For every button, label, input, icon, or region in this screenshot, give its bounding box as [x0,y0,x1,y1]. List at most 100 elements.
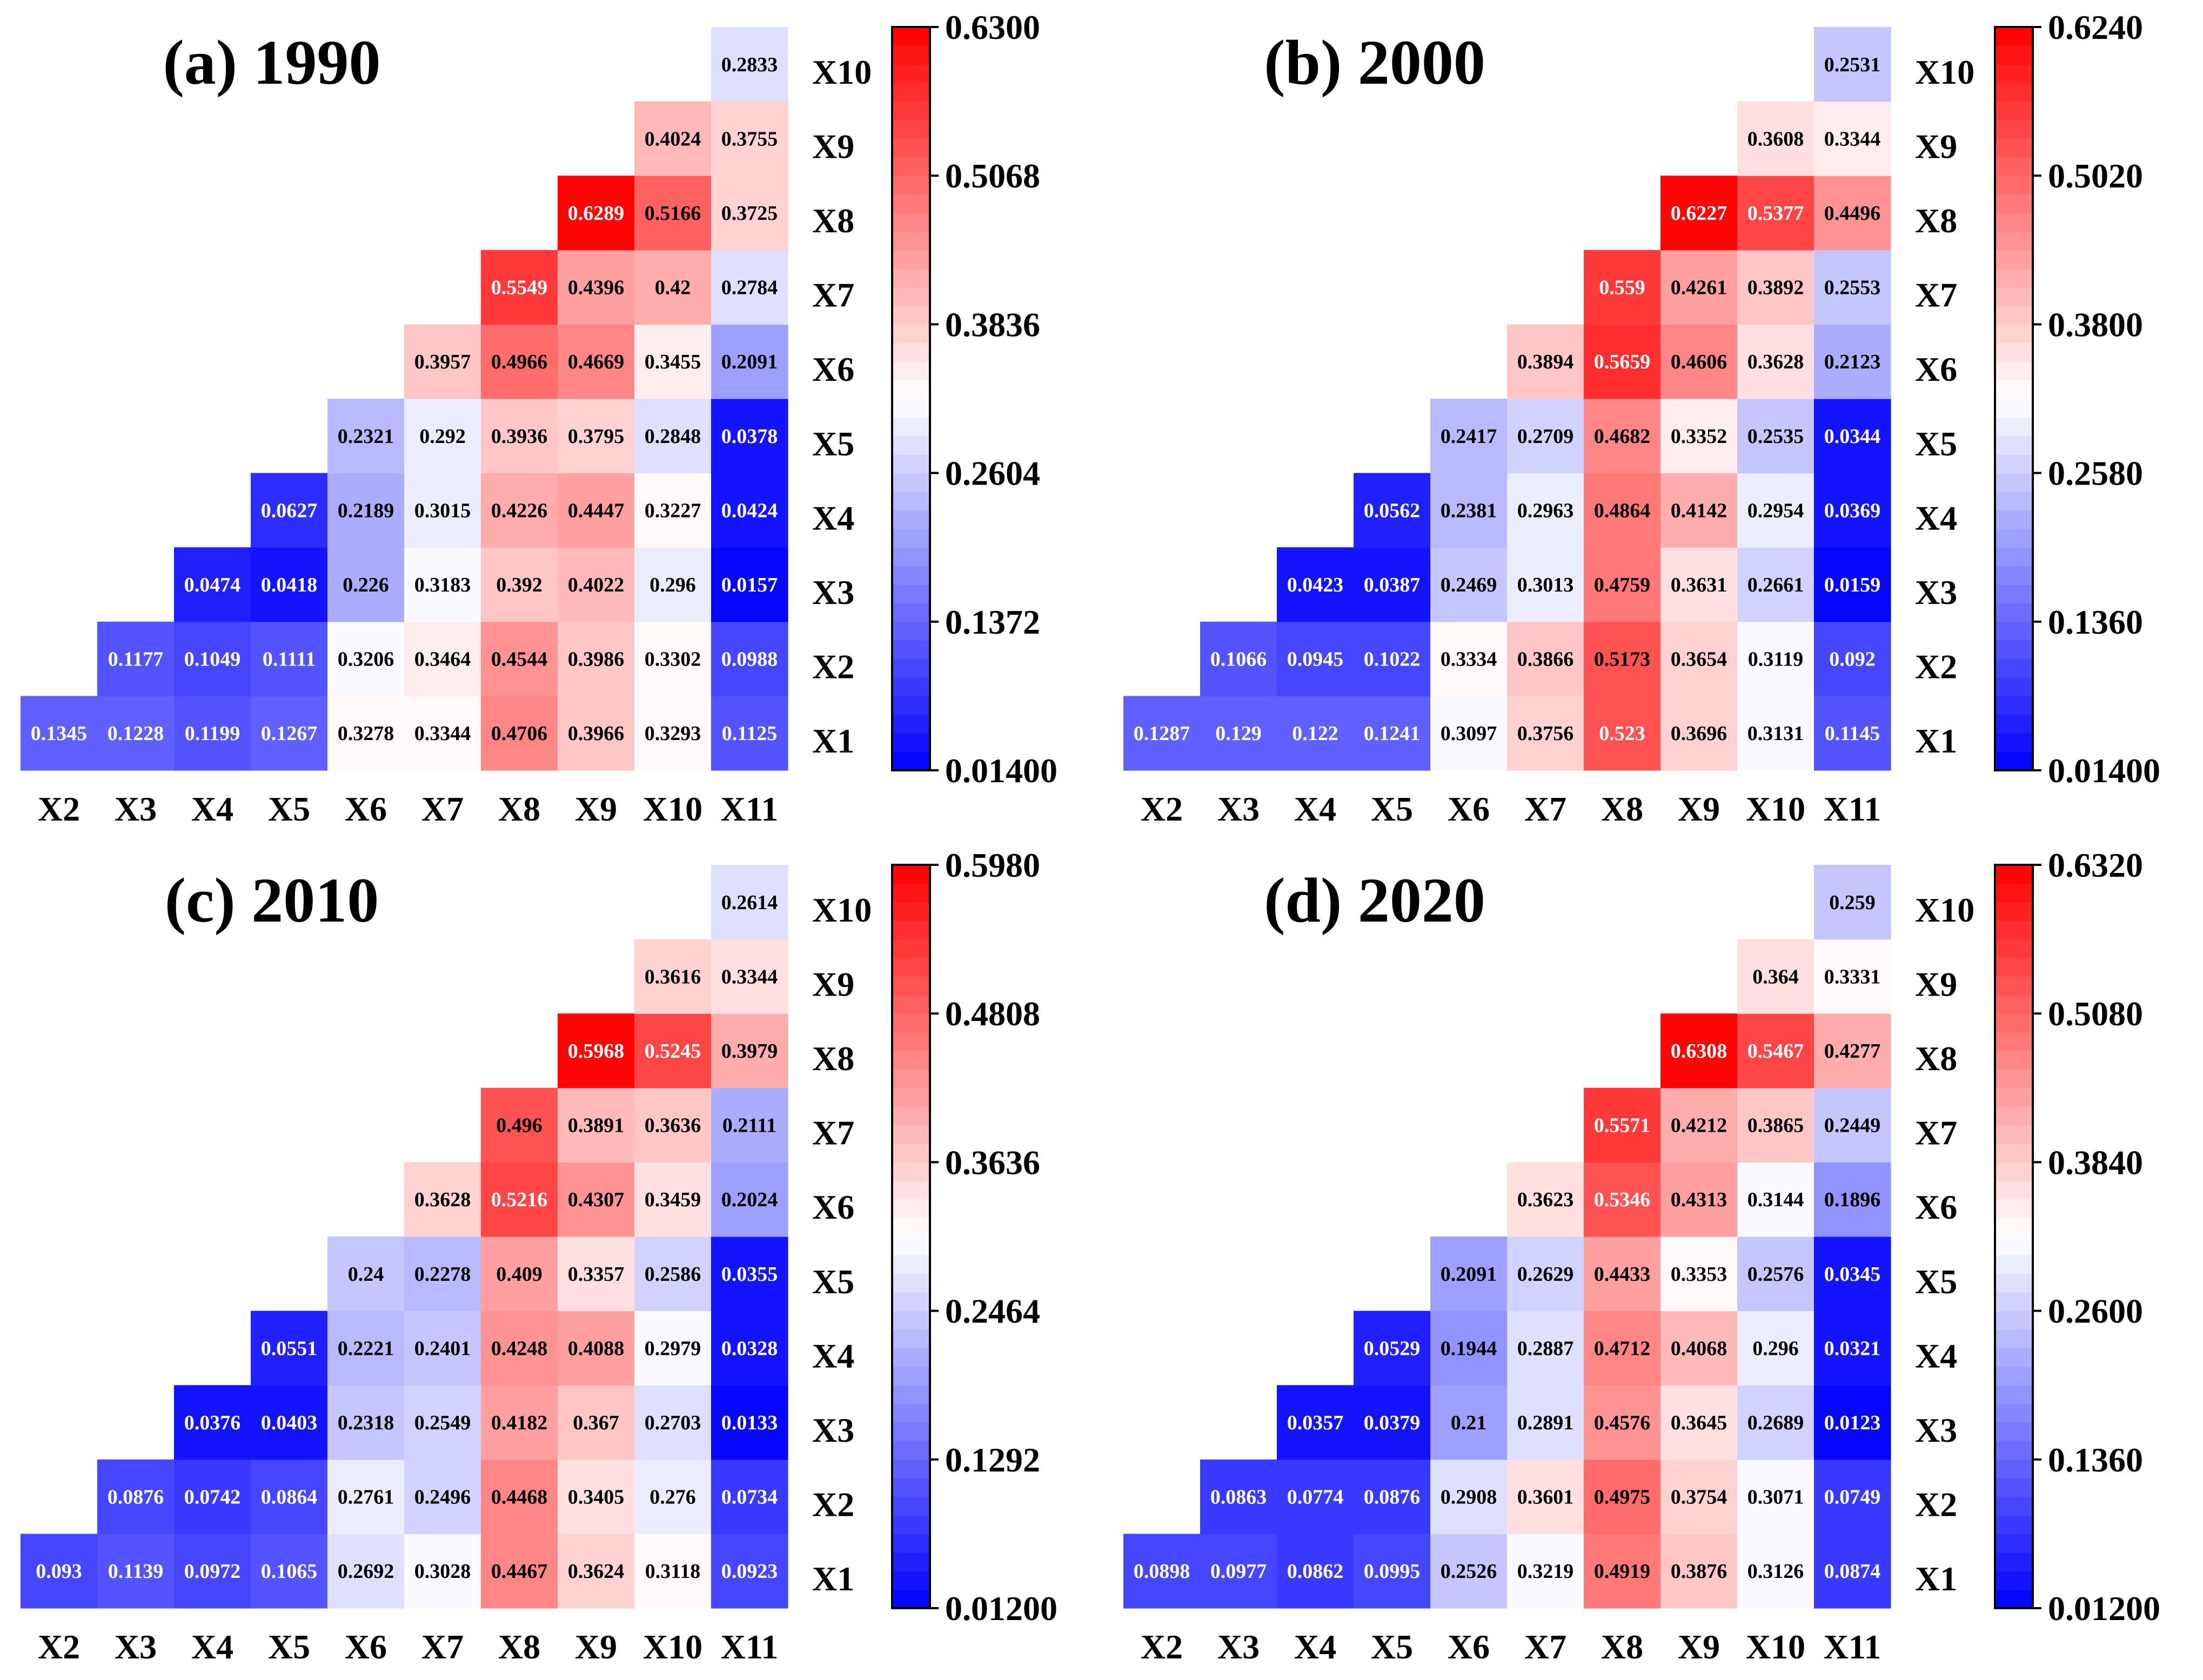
heatmap-cell [1737,473,1814,548]
cell-value-label: 0.2709 [1517,425,1574,448]
heatmap-cell [251,696,328,771]
cell-value-label: 0.1896 [1824,1188,1881,1211]
column-label: X7 [1524,790,1566,828]
heatmap-cell [174,1385,251,1460]
heatmap-cell [1277,547,1354,622]
heatmap-cell [1354,1311,1431,1386]
colorbar-segment [1995,677,2033,696]
colorbar-segment [1995,138,2033,158]
row-label: X5 [1915,1262,1957,1301]
heatmap-cell [558,1162,635,1237]
colorbar-segment [1995,1032,2033,1051]
cell-value-label: 0.2535 [1747,425,1804,448]
heatmap-cell [251,1534,328,1609]
heatmap-cell [1123,1534,1201,1609]
heatmap-cell [634,101,712,176]
heatmap-cell [1814,473,1891,548]
colorbar-segment [892,1013,930,1033]
colorbar-segment [1995,1162,2033,1181]
heatmap-cell [21,696,98,771]
cell-value-label: 0.3616 [645,965,701,988]
cell-value-label: 0.1139 [108,1560,163,1583]
cell-value-label: 0.0159 [1824,574,1881,596]
colorbar-segment [892,1496,930,1516]
cell-value-label: 0.0863 [1210,1486,1267,1509]
cell-value-label: 0.3623 [1517,1188,1574,1211]
colorbar-segment [892,640,930,660]
heatmap-cell [1660,1311,1738,1386]
colorbar-segment [1995,696,2033,715]
heatmap-cell [1814,621,1891,696]
heatmap-cell [1814,1459,1891,1534]
colorbar-segment [1995,194,2033,213]
cell-value-label: 0.0379 [1364,1412,1421,1434]
row-label: X3 [812,1411,854,1449]
column-label: X11 [721,790,779,828]
colorbar-segment [892,435,930,455]
colorbar-segment [1995,380,2033,399]
heatmap-cell [327,1385,405,1460]
cell-value-label: 0.1345 [31,722,88,745]
colorbar-segment [1995,27,2033,46]
row-label: X10 [812,53,872,91]
heatmap-panel-1: (a) 1990 0.1345 0.1228 0.1199 0.1267 0.3278 0.… [21,8,1057,828]
heatmap-cell [1737,101,1814,176]
row-label: X9 [1915,127,1957,165]
cell-value-label: 0.2091 [721,351,778,373]
cell-value-label: 0.3891 [568,1114,625,1137]
cell-value-label: 0.4966 [491,351,548,373]
column-label: X4 [191,1628,233,1666]
cell-value-label: 0.0864 [261,1486,318,1509]
colorbar-segment [892,1292,930,1312]
colorbar-segment [892,101,930,120]
heatmap-cell [558,250,635,325]
row-label: X1 [1915,1560,1957,1598]
heatmap-cell [1584,1534,1661,1609]
cell-value-label: 0.2221 [338,1337,394,1360]
heatmap-cell [634,1459,712,1534]
cell-value-label: 0.0876 [1364,1486,1421,1509]
colorbar-segment [892,1255,930,1274]
column-label: X4 [191,790,233,828]
cell-value-label: 0.0328 [721,1337,778,1360]
heatmap-cell [1660,250,1738,325]
cell-value-label: 0.42 [655,277,691,299]
colorbar-segment [1995,939,2033,958]
column-label: X8 [1601,790,1643,828]
cell-value-label: 0.3986 [568,648,625,671]
cell-value-label: 0.2963 [1517,499,1574,522]
heatmap-cell [711,1162,788,1237]
heatmap-cell [1277,1459,1354,1534]
cell-value-label: 0.4396 [568,277,625,299]
column-label: X9 [1678,790,1720,828]
colorbar-segment [892,603,930,622]
colorbar-segment [892,1051,930,1070]
heatmap-cell [251,1385,328,1460]
colorbar-segment [892,1106,930,1126]
cell-value-label: 0.2761 [338,1486,394,1509]
cell-value-label: 0.3876 [1671,1560,1727,1583]
colorbar-segment [892,658,930,678]
cell-value-label: 0.5549 [491,277,548,299]
heatmap-cell [1507,1162,1584,1237]
colorbar-frame [1994,864,2034,1609]
heatmap-cell [634,176,712,251]
row-label: X4 [812,1336,854,1375]
cell-value-label: 0.5166 [645,202,701,225]
cell-value-label: 0.122 [1292,722,1338,745]
column-label: X5 [1371,790,1413,828]
row-label: X6 [1915,350,1957,388]
cell-value-label: 0.364 [1752,965,1799,988]
heatmap-cell [558,1385,635,1460]
heatmap-cell [634,1534,712,1609]
colorbar-segment [1995,1199,2033,1219]
colorbar-segment [892,1311,930,1330]
row-label: X4 [1915,1336,1957,1375]
column-label: X6 [1448,790,1490,828]
cell-value-label: 0.0423 [1287,574,1344,596]
cell-value-label: 0.3405 [568,1486,625,1509]
heatmap-cell [97,1459,175,1534]
heatmap-cell [634,250,712,325]
cell-value-label: 0.5346 [1594,1188,1651,1211]
cell-value-label: 0.1228 [108,722,164,745]
